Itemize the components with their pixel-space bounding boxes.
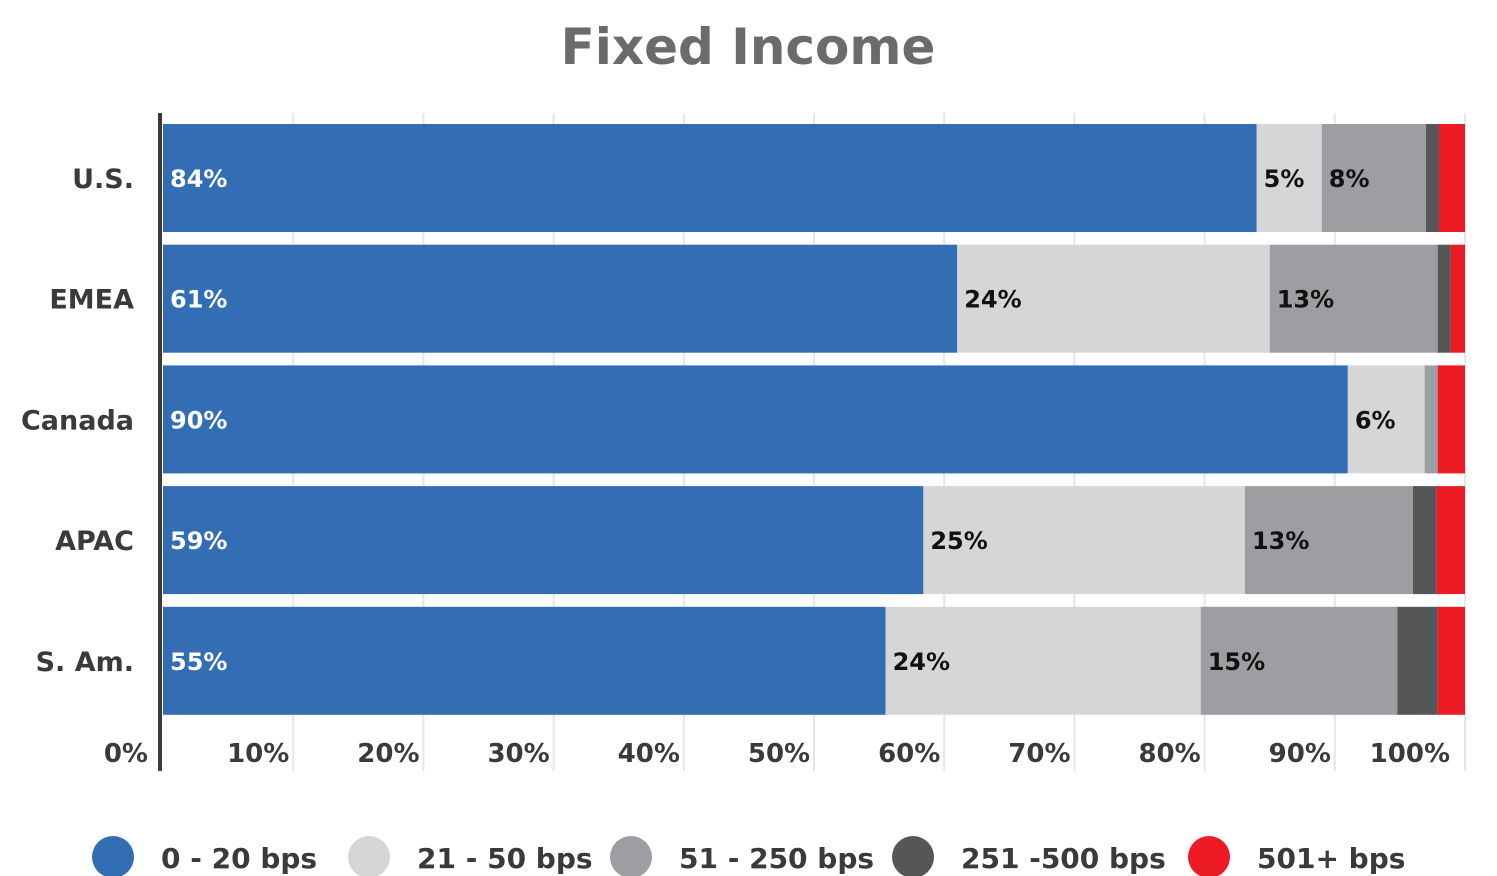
data-label: 55% (170, 648, 227, 676)
bar-segment (1244, 486, 1413, 595)
data-label: 13% (1252, 527, 1309, 555)
x-tick-label: 20% (357, 739, 419, 769)
x-tick-label: 90% (1269, 739, 1331, 769)
legend-label: 0 - 20 bps (161, 842, 317, 875)
data-label: 5% (1264, 165, 1305, 193)
bar-segment (1269, 244, 1438, 353)
category-label: EMEA (49, 285, 134, 316)
category-labels: U.S. EMEA Canada APAC S. Am. (21, 164, 134, 678)
x-tick-label: 10% (227, 739, 289, 769)
legend-swatch (610, 836, 652, 876)
bar-segment (1347, 365, 1425, 474)
bar-segment (1438, 124, 1465, 232)
bar-segment (1412, 486, 1437, 595)
bar-segment (1321, 124, 1426, 232)
category-label: Canada (21, 405, 134, 436)
bar-segment (1425, 124, 1439, 232)
legend-swatch (892, 836, 934, 876)
bar-segment (923, 486, 1245, 595)
bar-segment (1437, 606, 1465, 715)
bar-segment (1397, 606, 1438, 715)
bar-segment (163, 365, 1348, 474)
bar-segment (163, 486, 924, 595)
data-label: 59% (170, 527, 227, 555)
bar-segment (163, 606, 886, 715)
category-label: U.S. (72, 164, 134, 195)
data-label: 24% (893, 648, 950, 676)
x-tick-label: 50% (748, 739, 810, 769)
data-label: 25% (930, 527, 987, 555)
bar-segment (1450, 244, 1465, 353)
data-label: 15% (1208, 648, 1265, 676)
legend-swatch (1188, 836, 1230, 876)
legend-swatch (92, 836, 134, 876)
bar-segment (1424, 365, 1438, 474)
x-tick-labels: 0% 10% 20% 30% 40% 50% 60% 70% 80% 90% 100% (104, 739, 1450, 769)
x-tick-label: 30% (487, 739, 549, 769)
bar-segment (1437, 365, 1465, 474)
bar-segment (163, 244, 958, 353)
legend-swatch (348, 836, 390, 876)
data-label: 13% (1277, 286, 1334, 314)
x-tick-label: 40% (618, 739, 680, 769)
data-label: 90% (170, 406, 227, 434)
x-tick-label: 60% (878, 739, 940, 769)
x-tick-label: 70% (1008, 739, 1070, 769)
bar-segment (957, 244, 1270, 353)
data-label: 8% (1329, 165, 1370, 193)
data-label: 24% (964, 286, 1021, 314)
legend-label: 21 - 50 bps (417, 842, 593, 875)
bar-segment (1256, 124, 1322, 232)
chart-title: Fixed Income (561, 18, 936, 76)
x-tick-label: 100% (1370, 739, 1450, 769)
category-label: S. Am. (36, 647, 134, 678)
category-label: APAC (55, 526, 134, 557)
data-label: 61% (170, 286, 227, 314)
bar-segment (885, 606, 1201, 715)
legend-label: 501+ bps (1257, 842, 1405, 875)
legend-label: 251 -500 bps (961, 842, 1166, 875)
bar-segment (163, 124, 1257, 232)
x-tick-label: 80% (1138, 739, 1200, 769)
bar-segment (1436, 486, 1465, 595)
bars: 84% 5% 8% 61% 24% 13% 90% 6% 59% 25% 13% 55% 24% 15% (163, 124, 1465, 715)
data-label: 84% (170, 165, 227, 193)
legend-label: 51 - 250 bps (679, 842, 874, 875)
x-tick-label: 0% (104, 739, 148, 769)
legend: 0 - 20 bps 21 - 50 bps 51 - 250 bps 251 -50… (92, 836, 1405, 876)
data-label: 6% (1355, 406, 1396, 434)
bar-segment (1200, 606, 1398, 715)
bar-segment (1437, 244, 1451, 353)
